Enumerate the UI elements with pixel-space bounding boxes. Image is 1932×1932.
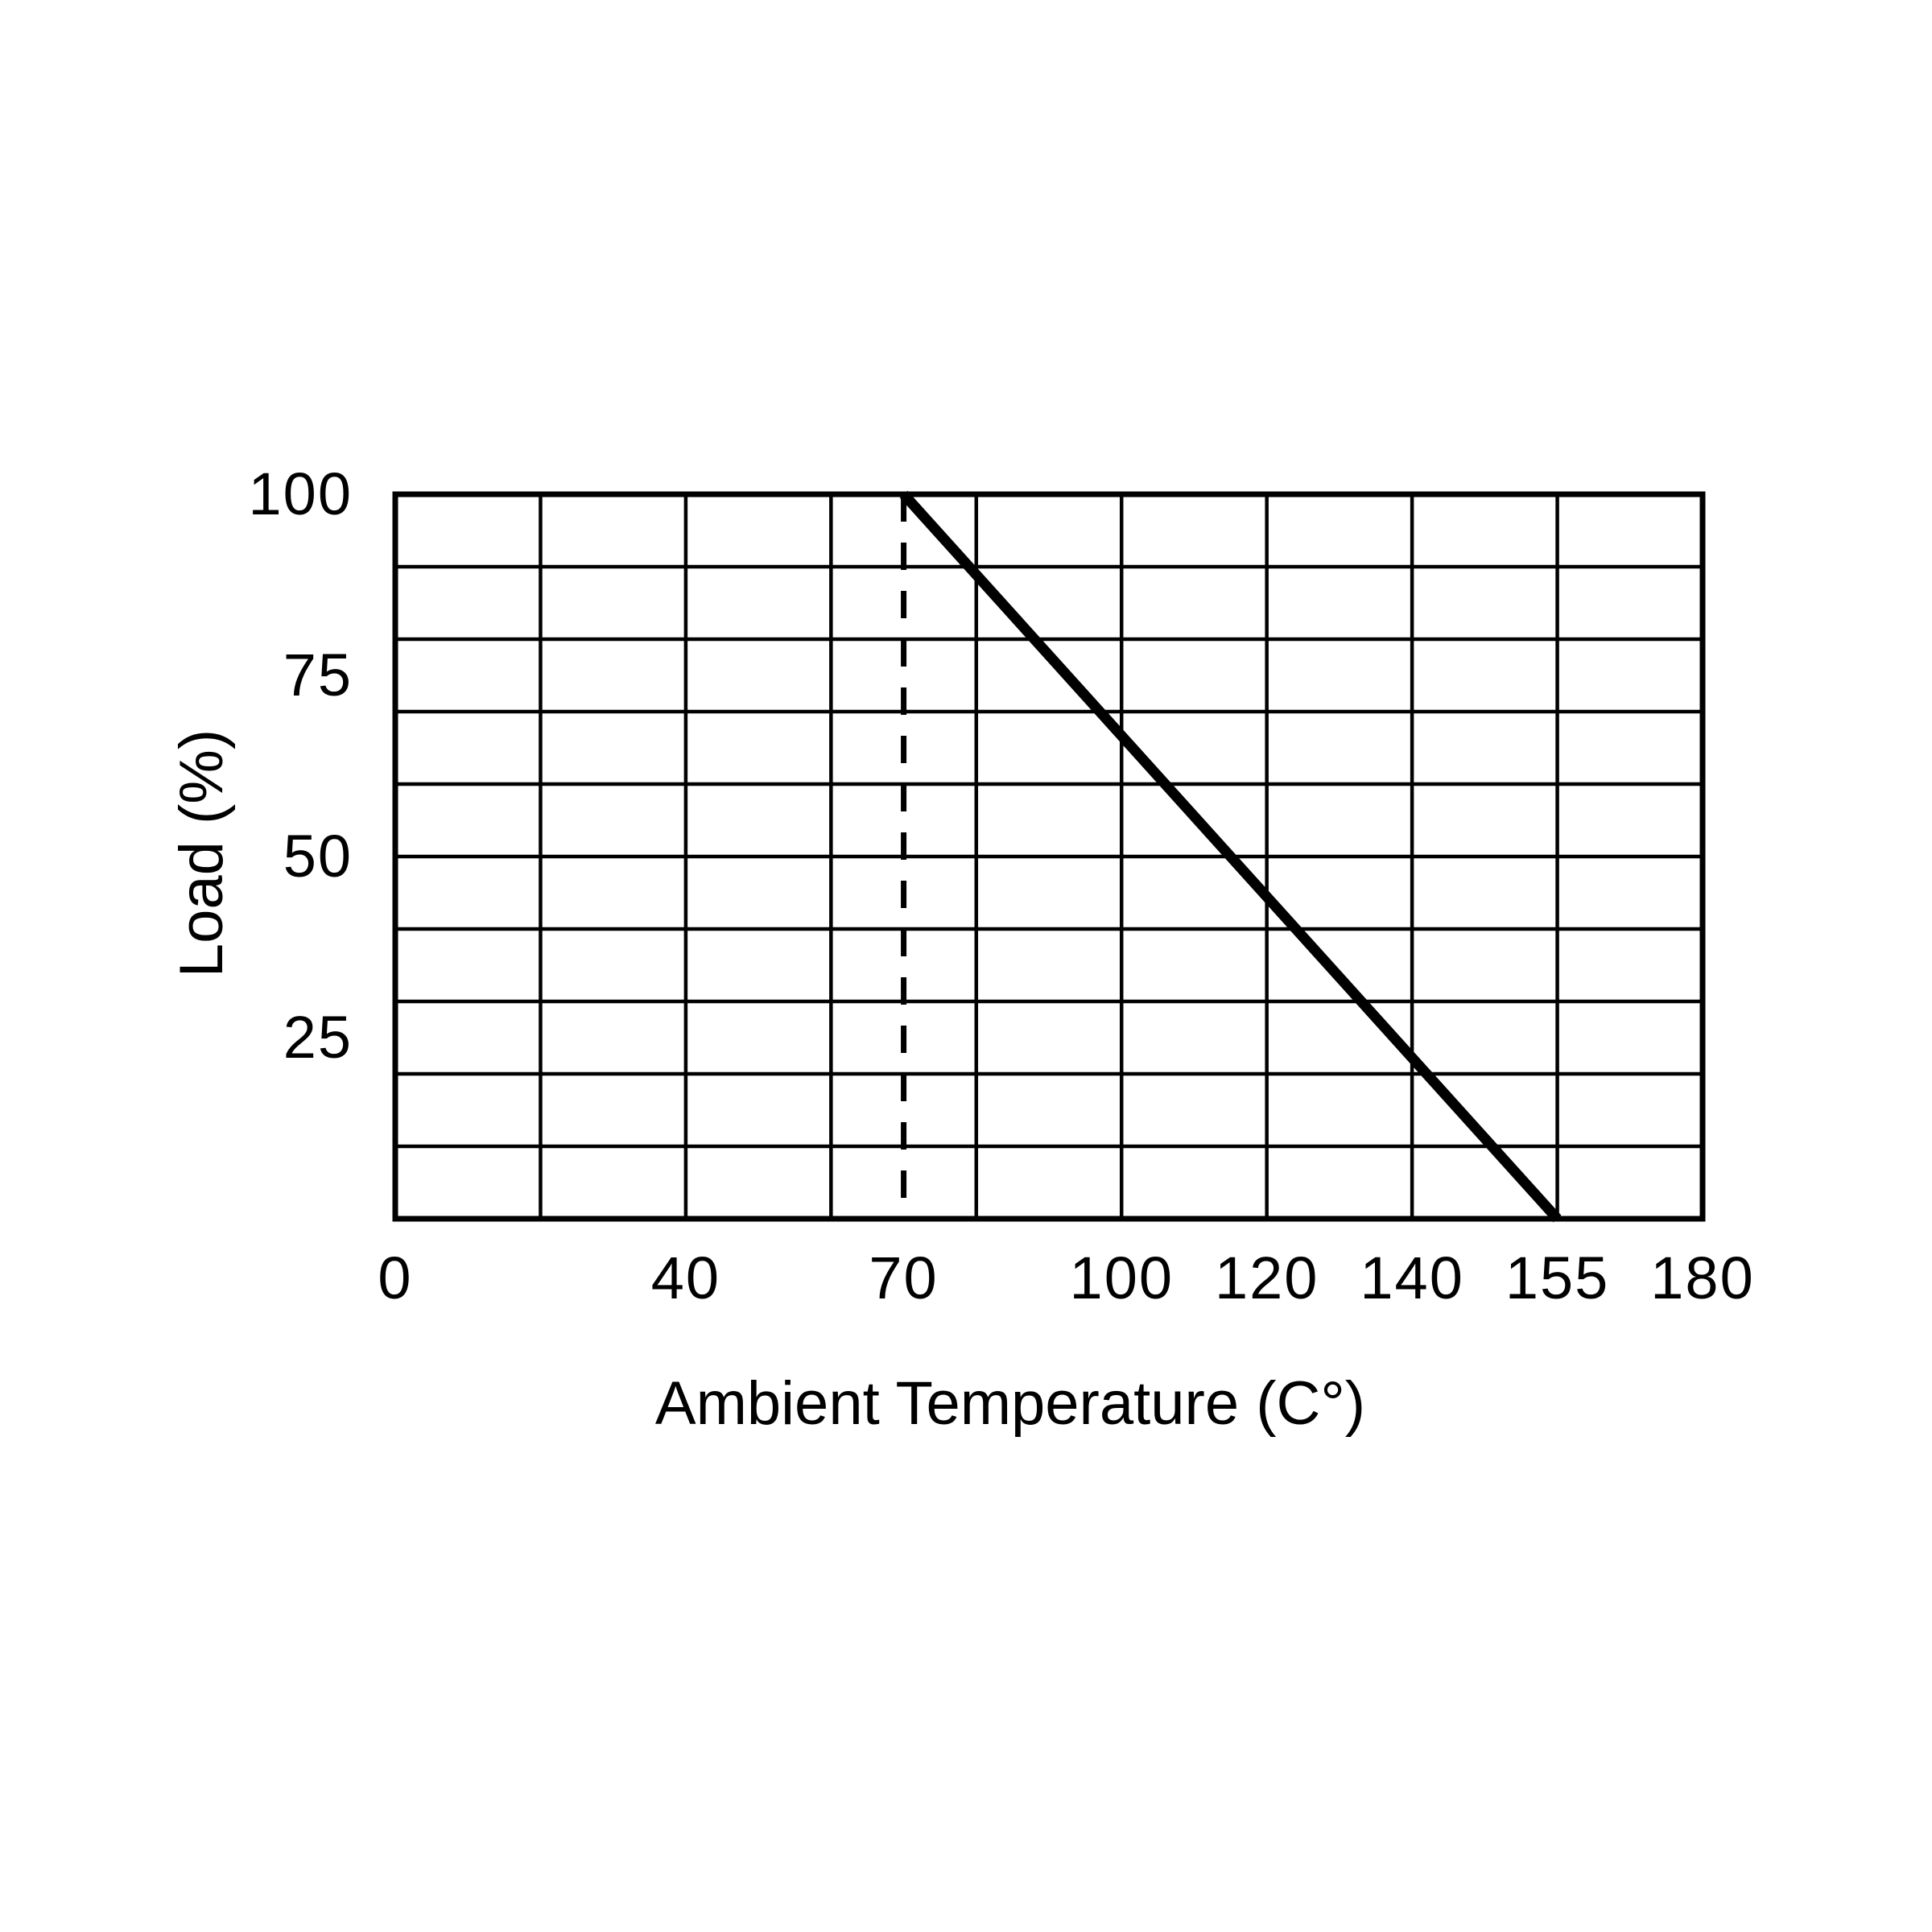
x-tick-label-40: 40 bbox=[650, 1245, 720, 1311]
y-tick-label-75: 75 bbox=[283, 642, 353, 708]
y-axis-title: Load (%) bbox=[167, 729, 236, 978]
x-tick-label-0: 0 bbox=[378, 1245, 413, 1311]
y-tick-label-50: 50 bbox=[283, 823, 353, 890]
y-tick-label-100: 100 bbox=[248, 460, 353, 527]
x-tick-label-180: 180 bbox=[1650, 1245, 1755, 1311]
x-tick-label-70: 70 bbox=[869, 1245, 939, 1311]
x-axis-title: Ambient Temperature (C°) bbox=[654, 1369, 1366, 1438]
plot-border bbox=[392, 491, 1706, 1222]
x-tick-label-140: 140 bbox=[1360, 1245, 1464, 1311]
y-tick-label-25: 25 bbox=[283, 1004, 353, 1071]
derating-curve bbox=[899, 490, 1562, 1223]
x-tick-label-100: 100 bbox=[1069, 1245, 1174, 1311]
x-tick-label-120: 120 bbox=[1214, 1245, 1319, 1311]
x-tick-label-155: 155 bbox=[1505, 1245, 1610, 1311]
